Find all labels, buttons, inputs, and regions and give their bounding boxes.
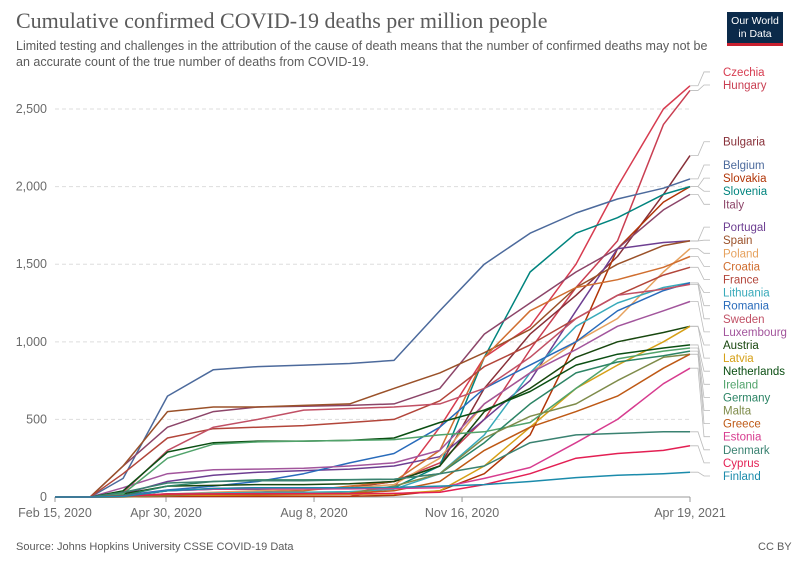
label-connector — [690, 353, 710, 411]
label-connector — [690, 347, 710, 385]
label-connector — [690, 431, 710, 451]
series-label-greece[interactable]: Greece — [723, 419, 761, 431]
series-label-italy[interactable]: Italy — [723, 199, 744, 211]
series-label-spain[interactable]: Spain — [723, 235, 752, 247]
chart-subtitle: Limited testing and challenges in the at… — [16, 39, 708, 69]
label-connector — [690, 353, 710, 425]
label-connector — [690, 141, 710, 156]
owid-logo[interactable]: Our World in Data — [727, 12, 783, 46]
series-label-slovakia[interactable]: Slovakia — [723, 173, 767, 185]
label-connector — [690, 301, 710, 333]
series-label-malta[interactable]: Malta — [723, 406, 752, 418]
label-connector — [690, 226, 710, 242]
label-connector — [690, 445, 710, 464]
series-line-italy[interactable] — [54, 193, 691, 498]
series-line-ireland[interactable] — [55, 347, 691, 498]
series-lines — [54, 85, 691, 498]
label-connector — [690, 350, 710, 398]
series-label-finland[interactable]: Finland — [723, 471, 761, 483]
x-axis-ticks: Feb 15, 2020 Apr 30, 2020 Aug 8, 2020 Nov 1… — [18, 497, 726, 520]
label-connector — [690, 164, 710, 180]
series-line-croatia[interactable] — [55, 255, 691, 498]
label-connector — [690, 325, 710, 359]
series-label-luxembourg[interactable]: Luxembourg — [723, 327, 787, 339]
series-label-latvia[interactable]: Latvia — [723, 353, 754, 365]
label-connector — [690, 266, 710, 280]
y-tick-label: 0 — [40, 490, 47, 504]
series-label-estonia[interactable]: Estonia — [723, 432, 762, 444]
y-tick-label: 2,000 — [16, 180, 47, 194]
x-tick-label: Feb 15, 2020 — [18, 506, 92, 520]
chart-title: Cumulative confirmed COVID-19 deaths per… — [16, 8, 548, 33]
series-label-slovenia[interactable]: Slovenia — [723, 186, 768, 198]
label-connector — [690, 239, 710, 242]
series-line-spain[interactable] — [54, 240, 691, 498]
series-line-germany[interactable] — [55, 350, 691, 498]
label-connector — [690, 248, 710, 254]
series-label-poland[interactable]: Poland — [723, 248, 759, 260]
series-label-belgium[interactable]: Belgium — [723, 160, 765, 172]
series-line-finland[interactable] — [55, 471, 691, 498]
series-line-hungary[interactable] — [55, 89, 691, 498]
label-connector — [690, 84, 710, 91]
series-line-czechia[interactable] — [55, 85, 691, 498]
license-note[interactable]: CC BY — [758, 541, 792, 553]
label-connector — [690, 344, 710, 372]
series-line-netherlands[interactable] — [55, 344, 691, 498]
label-connector — [690, 186, 710, 192]
x-tick-label: Nov 16, 2020 — [425, 506, 499, 520]
label-connector — [690, 471, 710, 477]
label-connector — [690, 177, 710, 188]
label-connector — [690, 193, 710, 205]
y-axis-ticks: 0 500 1,000 1,500 2,000 2,500 — [16, 102, 47, 504]
series-label-germany[interactable]: Germany — [723, 392, 771, 404]
series-label-hungary[interactable]: Hungary — [723, 80, 767, 92]
series-label-croatia[interactable]: Croatia — [723, 261, 761, 273]
y-tick-label: 1,500 — [16, 257, 47, 271]
source-note[interactable]: Source: Johns Hopkins University CSSE CO… — [16, 541, 294, 553]
series-label-cyprus[interactable]: Cyprus — [723, 458, 760, 470]
series-label-lithuania[interactable]: Lithuania — [723, 288, 770, 300]
series-line-denmark[interactable] — [55, 431, 690, 498]
series-label-sweden[interactable]: Sweden — [723, 314, 765, 326]
logo-line-2: in Data — [738, 28, 772, 40]
series-line-belgium[interactable] — [55, 178, 691, 498]
series-line-malta[interactable] — [55, 353, 691, 498]
series-label-czechia[interactable]: Czechia — [723, 67, 765, 79]
series-line-poland[interactable] — [55, 248, 691, 498]
logo-line-1: Our World — [731, 15, 779, 27]
series-label-romania[interactable]: Romania — [723, 301, 770, 313]
label-connector — [690, 283, 710, 320]
series-label-ireland[interactable]: Ireland — [723, 379, 758, 391]
label-connector — [690, 256, 710, 267]
series-label-netherlands[interactable]: Netherlands — [723, 366, 785, 378]
x-tick-label: Apr 30, 2020 — [130, 506, 202, 520]
x-tick-label: Aug 8, 2020 — [280, 506, 347, 520]
x-tick-label: Apr 19, 2021 — [654, 506, 726, 520]
series-label-france[interactable]: France — [723, 275, 759, 287]
series-line-france[interactable] — [54, 266, 691, 498]
series-line-cyprus[interactable] — [55, 445, 691, 498]
label-connector — [690, 367, 710, 438]
series-label-denmark[interactable]: Denmark — [723, 445, 770, 457]
y-tick-label: 1,000 — [16, 335, 47, 349]
label-connector — [690, 71, 710, 87]
label-connectors — [690, 71, 710, 477]
y-tick-label: 500 — [26, 412, 47, 426]
series-label-austria[interactable]: Austria — [723, 340, 759, 352]
series-line-romania[interactable] — [55, 282, 691, 498]
series-line-luxembourg[interactable] — [55, 300, 691, 498]
series-label-portugal[interactable]: Portugal — [723, 222, 766, 234]
series-label-bulgaria[interactable]: Bulgaria — [723, 137, 766, 149]
y-tick-label: 2,500 — [16, 102, 47, 116]
label-connector — [690, 282, 710, 307]
